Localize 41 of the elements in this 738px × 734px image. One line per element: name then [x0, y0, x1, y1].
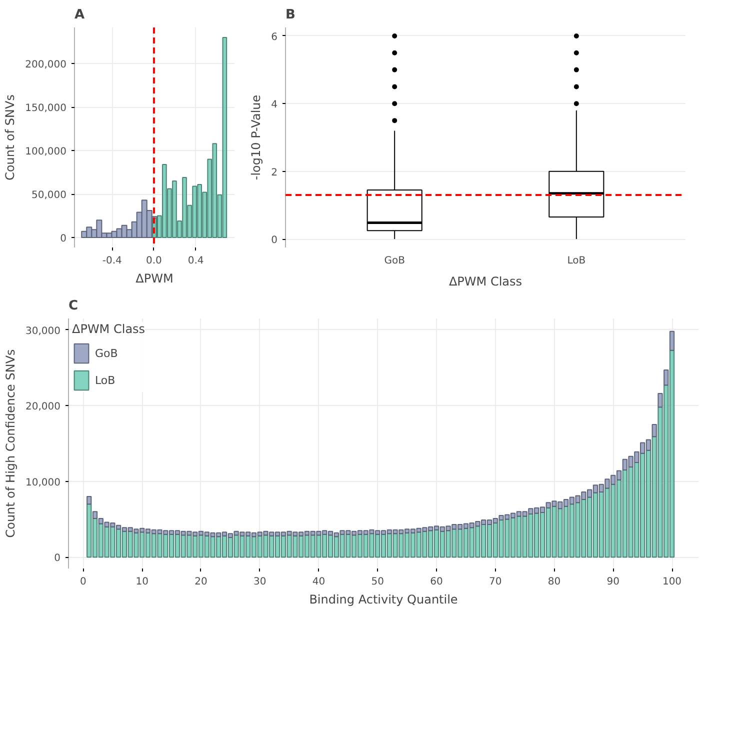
- y-axis-title: -log10 P-Value: [249, 94, 264, 180]
- y-tick-label: 4: [271, 100, 278, 111]
- x-tick-label: 100: [662, 576, 682, 588]
- x-tick-label: -0.4: [102, 256, 122, 266]
- x-tick-label: 70: [489, 576, 502, 588]
- y-tick-label: 150,000: [25, 103, 67, 114]
- chart-title: B: [286, 8, 296, 22]
- y-tick-label: 0: [54, 553, 61, 564]
- x-axis-title: ΔPWM Class: [448, 274, 522, 288]
- y-tick-label: 100,000: [25, 146, 67, 158]
- x-tick-label: 0: [80, 576, 86, 588]
- x-tick-label: 20: [194, 576, 208, 588]
- x-tick-label: 80: [548, 576, 561, 588]
- y-tick-label: 0: [271, 235, 278, 246]
- x-axis-title: ΔPWM: [136, 272, 174, 286]
- legend-label: GoB: [95, 346, 118, 362]
- y-axis-title: Count of SNVs: [3, 94, 18, 180]
- legend-title: ΔPWM Class: [72, 322, 146, 336]
- chart-title: A: [74, 8, 85, 22]
- x-tick-label: 50: [371, 576, 384, 588]
- x-tick-label: LoB: [567, 256, 586, 266]
- chart-title: C: [68, 298, 78, 314]
- legend-label: LoB: [95, 372, 116, 388]
- x-tick-label: 90: [606, 576, 620, 588]
- x-tick-label: 30: [253, 576, 266, 588]
- y-axis-title: Count of High Confidence SNVs: [4, 349, 18, 538]
- x-tick-label: 40: [312, 576, 326, 588]
- x-tick-label: 60: [430, 576, 443, 588]
- x-tick-label: 0.0: [146, 256, 162, 266]
- y-tick-label: 20,000: [26, 402, 61, 413]
- y-tick-label: 30,000: [26, 326, 61, 337]
- y-tick-label: 10,000: [26, 477, 61, 488]
- y-tick-label: 2: [271, 167, 278, 178]
- x-axis-title: Binding Activity Quantile: [309, 592, 458, 606]
- y-tick-label: 200,000: [25, 60, 67, 71]
- x-tick-label: GoB: [384, 256, 406, 266]
- y-tick-label: 0: [60, 234, 67, 244]
- y-tick-label: 6: [271, 32, 278, 43]
- x-tick-label: 10: [136, 576, 148, 588]
- x-tick-label: 0.4: [188, 256, 204, 266]
- y-tick-label: 50,000: [32, 190, 67, 202]
